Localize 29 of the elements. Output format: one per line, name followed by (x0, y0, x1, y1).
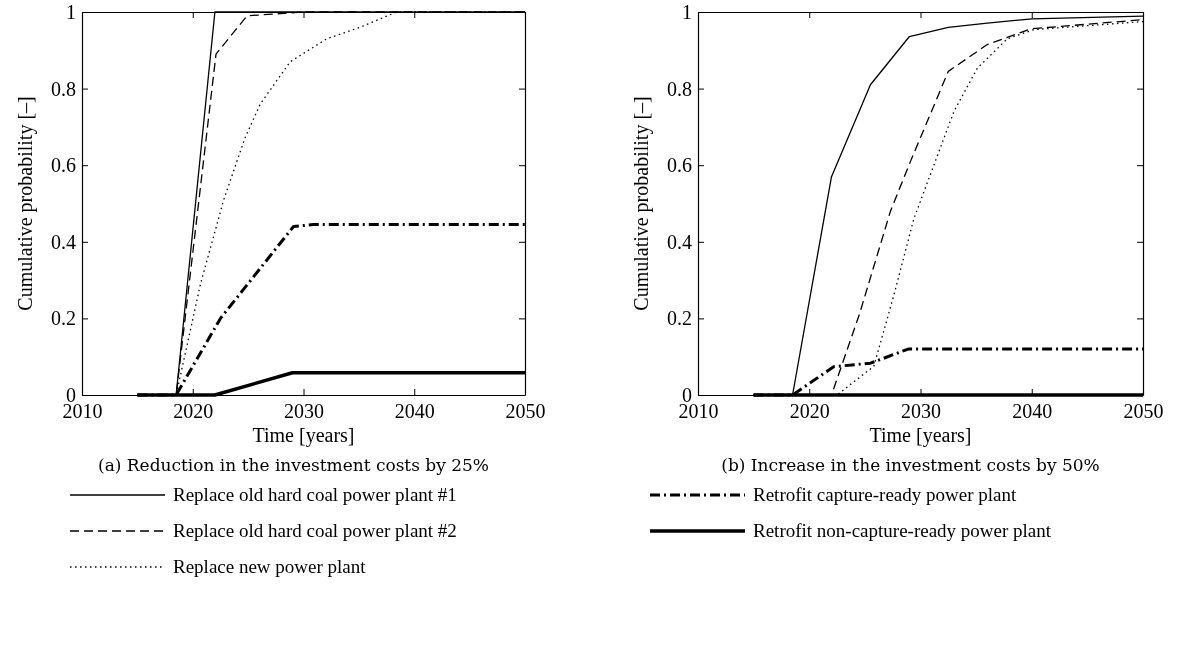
y-axis-title: Cumulative probability [–] (630, 96, 653, 311)
legend-label: Retrofit capture-ready power plant (753, 484, 1017, 505)
x-tick-label: 2050 (505, 400, 546, 423)
y-tick-label: 0.4 (667, 230, 692, 253)
text: (a) Reduction in the investment costs by 25% (98, 455, 489, 475)
x-tick-label: 2040 (394, 400, 435, 423)
y-axis-title: Cumulative probability [–] (14, 96, 37, 311)
legend-label: Replace old hard coal power plant #1 (173, 484, 457, 505)
y-tick-label: 1 (66, 0, 76, 23)
x-tick-label: 2020 (173, 400, 214, 423)
y-tick-label: 0.2 (51, 307, 76, 330)
x-axis-title: Time [years] (252, 424, 355, 447)
x-tick-label: 2030 (901, 400, 941, 423)
text: (b) Increase in the investment costs by 50% (721, 455, 1100, 475)
x-axis-title: Time [years] (869, 424, 972, 447)
y-tick-label: 0.4 (51, 230, 76, 253)
legend-label: Replace old hard coal power plant #2 (173, 520, 457, 541)
y-tick-label: 0.6 (51, 154, 76, 177)
y-tick-label: 1 (682, 0, 692, 23)
x-tick-label: 2030 (284, 400, 324, 423)
x-tick-label: 2040 (1012, 400, 1053, 423)
y-tick-label: 0.2 (667, 307, 692, 330)
y-tick-label: 0.8 (51, 77, 76, 100)
y-tick-label: 0.8 (667, 77, 692, 100)
y-tick-label: 0.6 (667, 154, 692, 177)
legend-label: Retrofit non-capture-ready power plant (753, 520, 1052, 541)
x-tick-label: 2020 (789, 400, 830, 423)
x-tick-label: 2050 (1123, 400, 1164, 423)
legend-label: Replace new power plant (173, 556, 367, 577)
